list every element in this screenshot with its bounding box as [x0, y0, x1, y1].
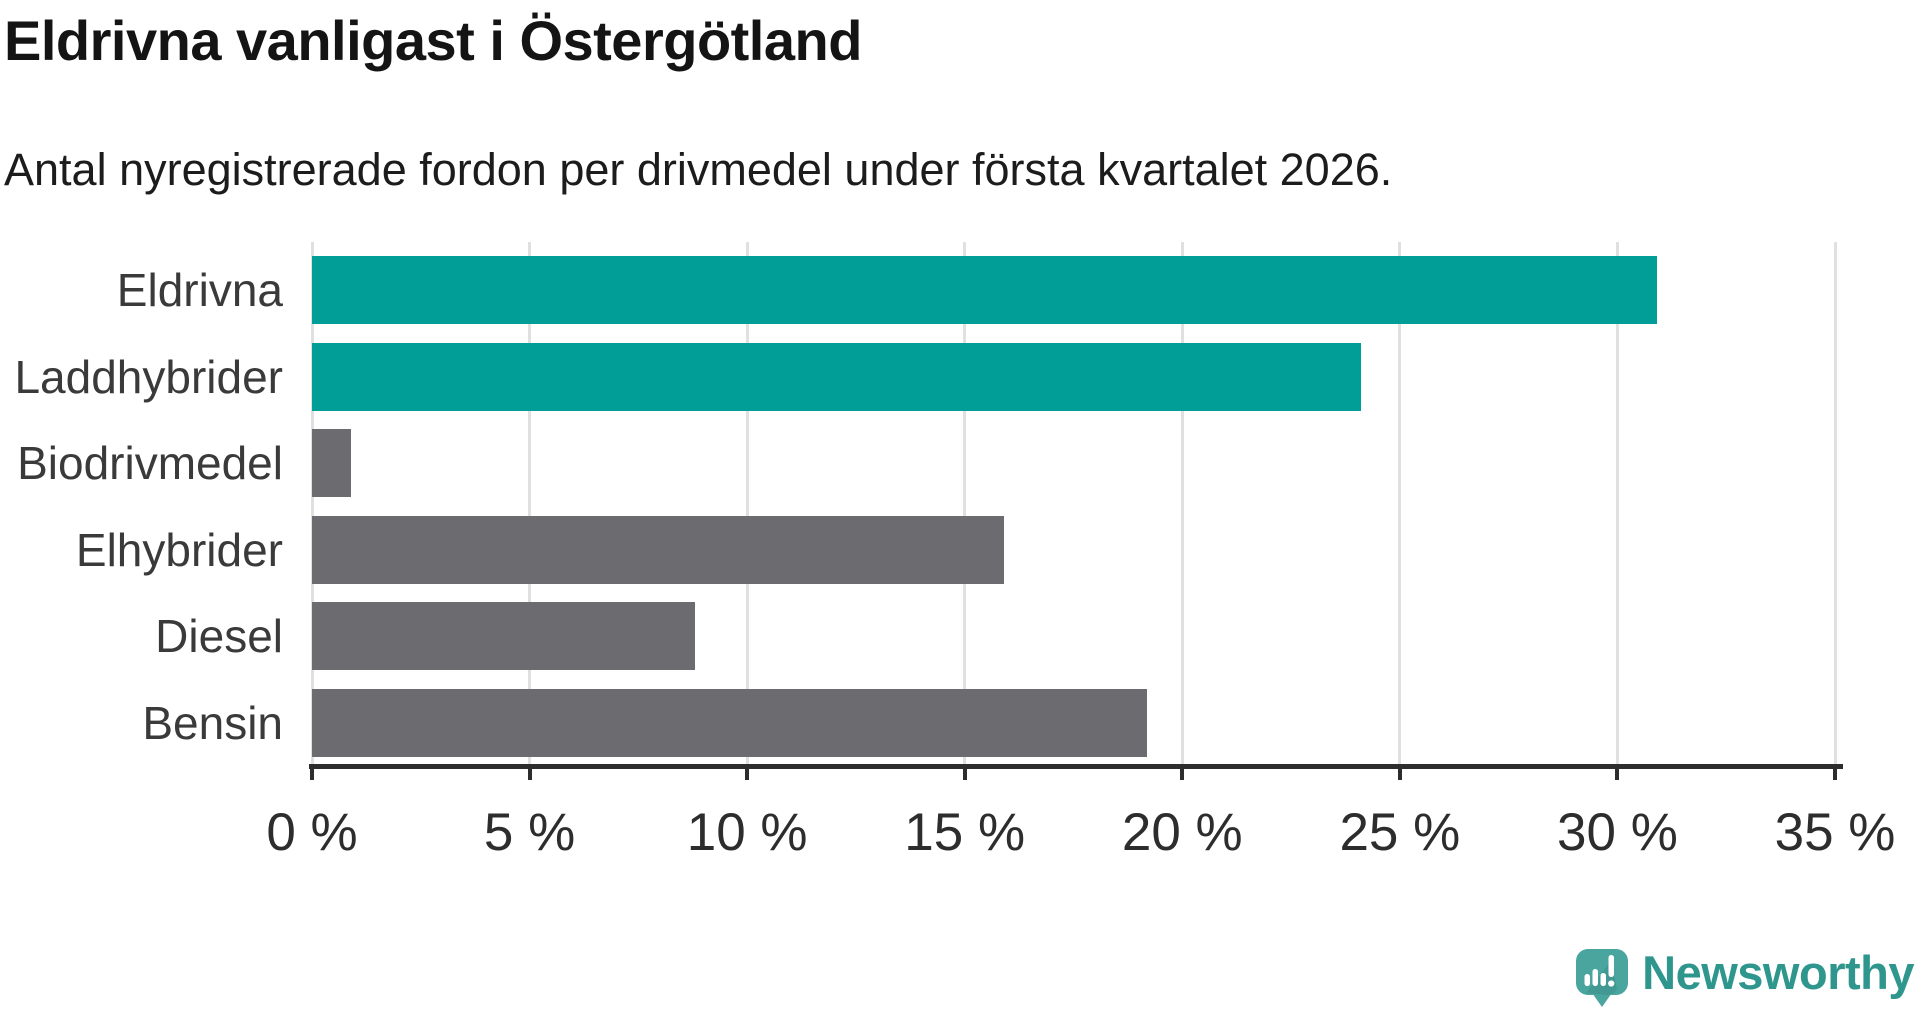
x-axis-tick: [1180, 766, 1185, 780]
x-axis-tick-label: 25 %: [1339, 803, 1461, 862]
newsworthy-logo-icon: [1576, 948, 1629, 1007]
gridline: [310, 242, 314, 766]
x-axis-tick: [962, 766, 967, 780]
x-axis-tick-label: 5 %: [483, 803, 576, 862]
chart-subtitle: Antal nyregistrerade fordon per drivmede…: [4, 144, 1393, 195]
gridline: [963, 242, 967, 766]
category-label-elhybrider: Elhybrider: [75, 523, 283, 576]
category-label-laddhybrider: Laddhybrider: [14, 350, 283, 403]
x-axis-tick: [1615, 766, 1620, 780]
x-axis-tick-label: 30 %: [1557, 803, 1678, 862]
gridline: [528, 242, 532, 766]
gridline: [1180, 242, 1184, 766]
exclamation-bar: [1608, 954, 1615, 977]
x-axis-tick: [1833, 766, 1837, 780]
gridline: [1833, 242, 1837, 766]
category-label-eldrivna: Eldrivna: [116, 264, 283, 316]
gridline: [1398, 242, 1402, 766]
chart-title: Eldrivna vanligast i Östergötland: [4, 9, 862, 72]
x-axis-tick-label: 35 %: [1774, 803, 1896, 862]
bar-diesel: [312, 602, 695, 671]
gridline: [745, 242, 749, 766]
category-label-bensin: Bensin: [142, 697, 283, 749]
gridline: [1615, 242, 1619, 766]
exclamation-dot: [1608, 979, 1615, 987]
x-axis-tick: [310, 766, 314, 780]
bar-elhybrider: [312, 515, 1004, 584]
x-axis-tick: [527, 766, 532, 780]
x-axis-tick-label: 0 %: [266, 803, 358, 862]
bar-eldrivna: [312, 256, 1657, 324]
bar-bensin: [312, 689, 1148, 757]
x-axis-tick: [1397, 766, 1402, 780]
x-axis-tick: [745, 766, 750, 780]
bar-biodrivmedel: [312, 429, 352, 498]
x-axis-tick-label: 10 %: [686, 803, 808, 862]
brand-footer: Newsworthy: [1576, 945, 1914, 1010]
mini-bar-chart: [1584, 954, 1615, 987]
x-axis-tick-label: 20 %: [1121, 803, 1243, 862]
category-label-diesel: Diesel: [155, 610, 283, 663]
category-label-biodrivmedel: Biodrivmedel: [17, 437, 283, 490]
x-axis-tick-label: 15 %: [904, 803, 1026, 862]
brand-name: Newsworthy: [1642, 946, 1914, 999]
x-axis-line: [309, 764, 1843, 769]
plot-area: [310, 242, 1837, 766]
bar-laddhybrider: [312, 342, 1361, 411]
